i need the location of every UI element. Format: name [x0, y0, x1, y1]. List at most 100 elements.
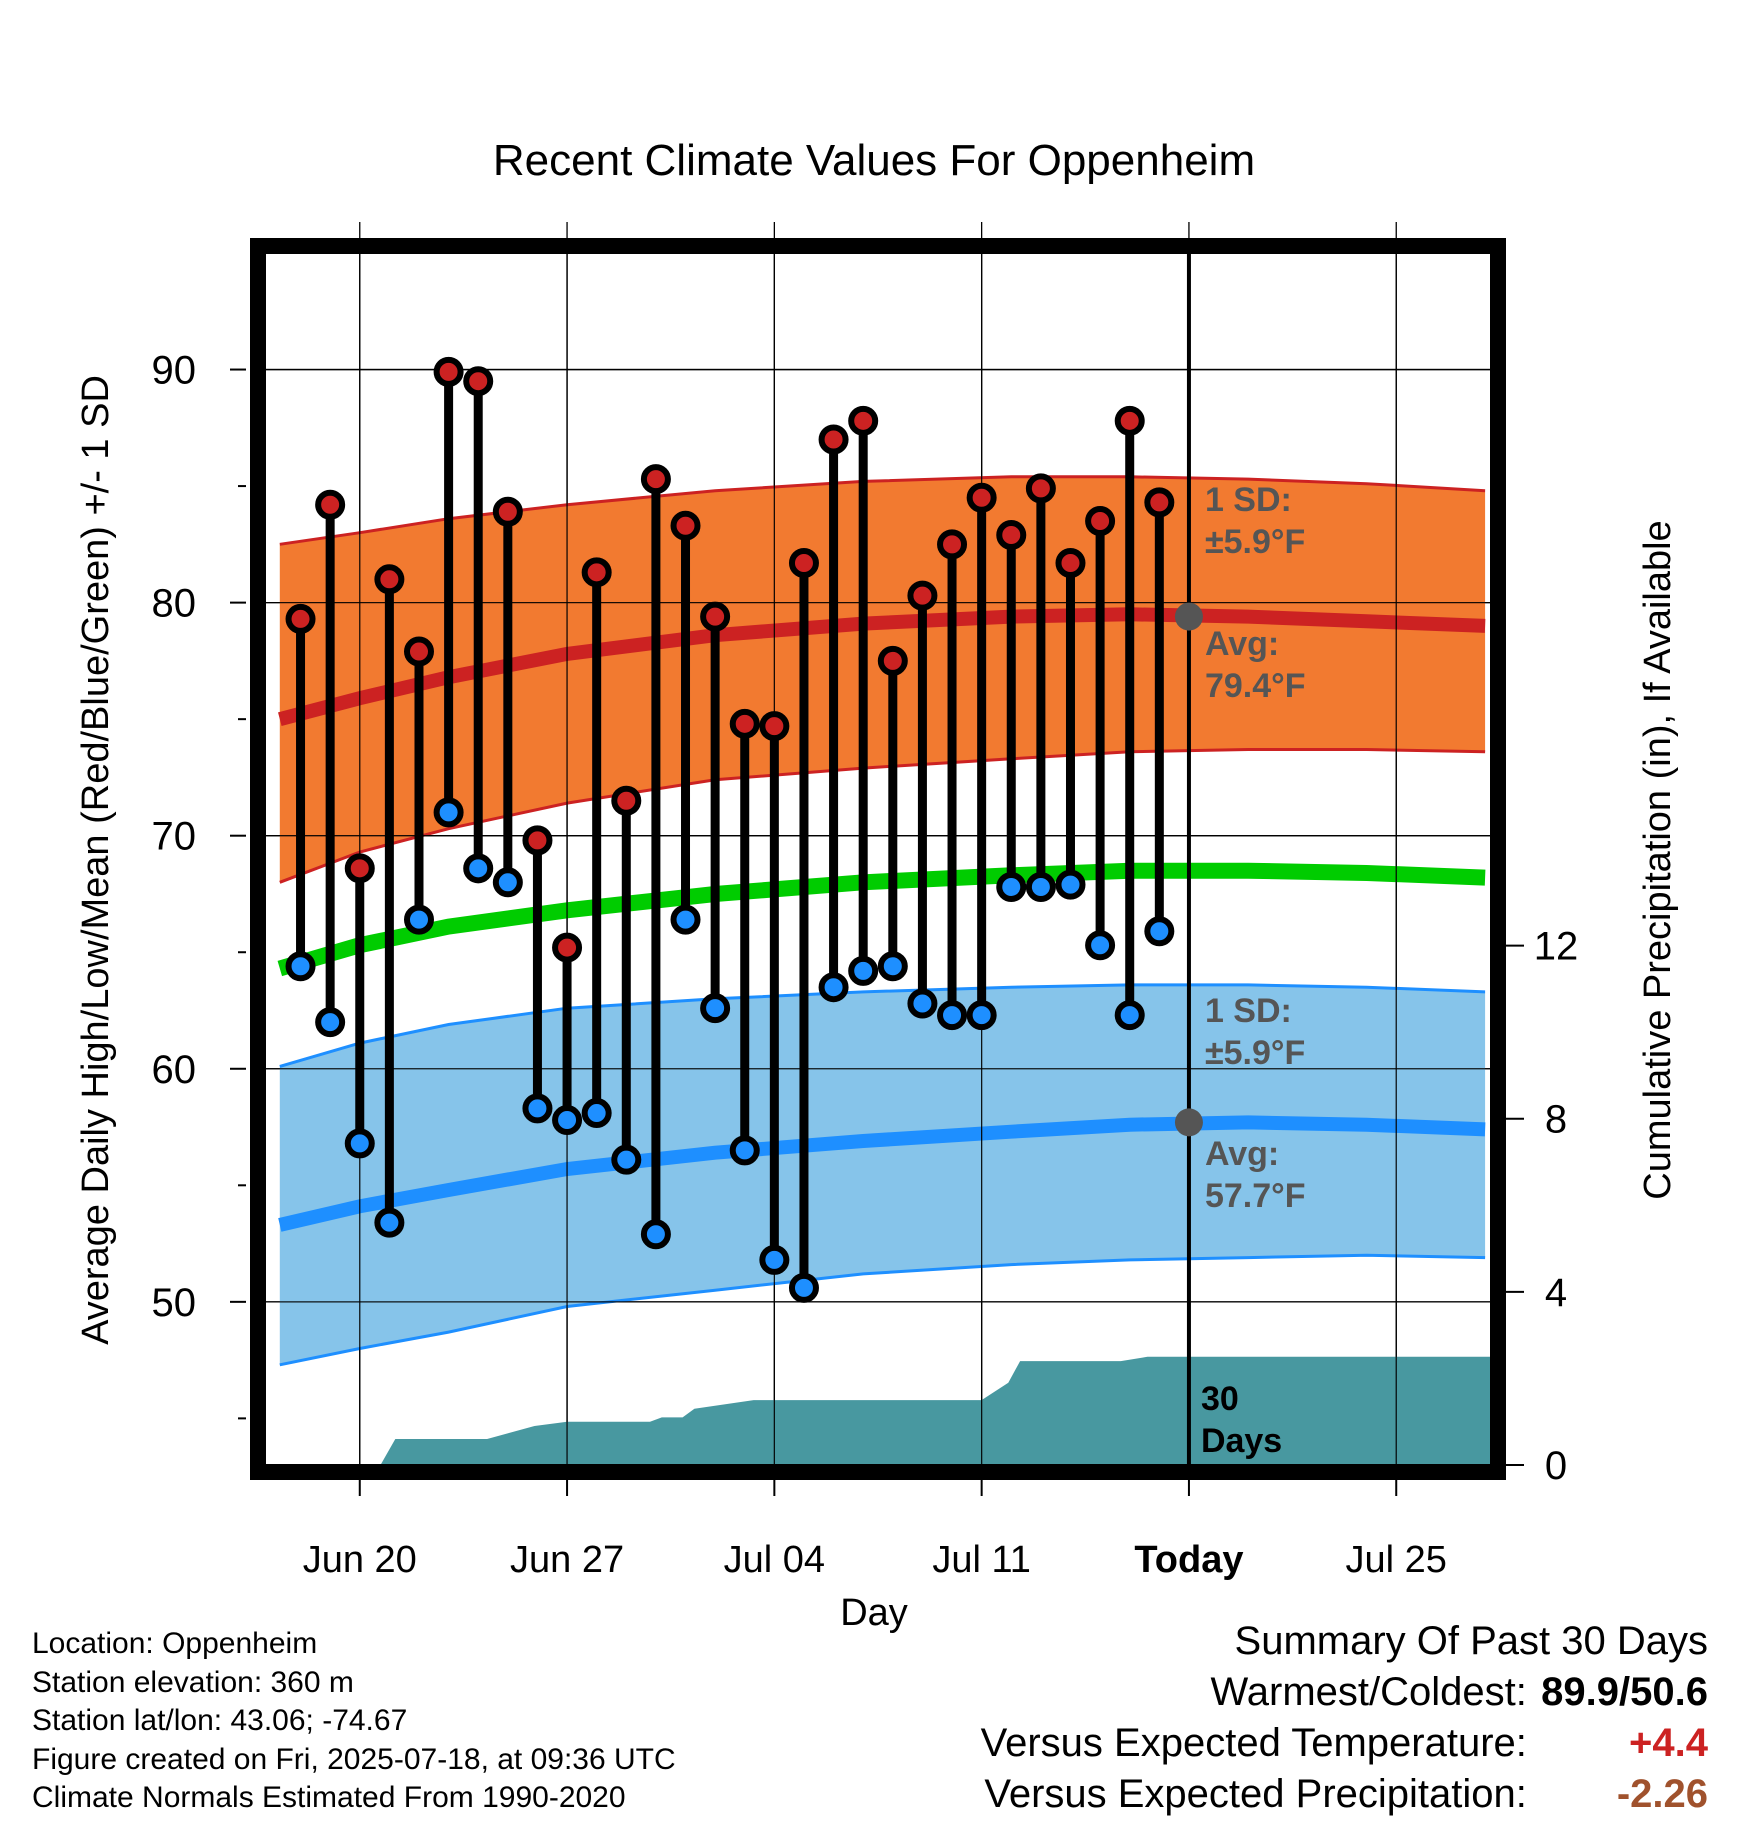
daily-high-point [759, 711, 790, 742]
created-text: Figure created on Fri, 2025-07-18, at 09… [32, 1742, 676, 1776]
daily-high-point [996, 520, 1027, 551]
daily-low-point [1144, 916, 1175, 947]
daily-low-point [374, 1207, 405, 1238]
daily-low-point [463, 853, 494, 884]
temp-row: Versus Expected Temperature: +4.4 [981, 1718, 1708, 1769]
y-tick-label: 90 [152, 349, 197, 393]
low-avg-label: Avg: [1205, 1135, 1279, 1173]
elevation-text: Station elevation: 360 m [32, 1665, 354, 1699]
daily-low-point [611, 1144, 642, 1175]
y-axis-label: Average Daily High/Low/Mean (Red/Blue/Gr… [75, 375, 117, 1345]
normal-low-line [278, 1115, 1486, 1232]
daily-low-point [848, 955, 879, 986]
daily-high-point [611, 785, 642, 816]
daily-high-point [1144, 487, 1175, 518]
warm-cold-value: 89.9/50.6 [1541, 1670, 1708, 1714]
summary-title: Summary Of Past 30 Days [1234, 1619, 1708, 1663]
y-tick-label: 80 [152, 582, 197, 626]
daily-high-point [581, 557, 612, 588]
daily-low-point [729, 1135, 760, 1166]
normals-text: Climate Normals Estimated From 1990-2020 [32, 1781, 626, 1814]
x-tick-label: Jun 20 [303, 1539, 417, 1581]
daily-low-point [1025, 871, 1056, 902]
high-sd-band [279, 476, 1486, 883]
daily-low-point [1085, 930, 1116, 961]
y-right-tick-label: 4 [1545, 1271, 1567, 1315]
normal-mean-line [277, 862, 1486, 977]
location-text: Location: Oppenheim [32, 1627, 318, 1660]
daily-high-point [1055, 547, 1086, 578]
daily-low-point [522, 1093, 553, 1124]
daily-low-point [818, 972, 849, 1003]
daily-low-point [492, 867, 523, 898]
low-sd-label: 1 SD: [1205, 992, 1292, 1030]
daily-high-point [729, 708, 760, 739]
x-tick-label: Jun 27 [510, 1539, 624, 1581]
y-right-tick-label: 8 [1545, 1098, 1567, 1142]
daily-low-point [907, 988, 938, 1019]
x-tick-label: Jul 25 [1346, 1539, 1447, 1581]
daily-high-point [640, 464, 671, 495]
daily-low-point [700, 993, 731, 1024]
daily-high-point [1025, 473, 1056, 504]
daily-low-point [670, 904, 701, 935]
daily-low-point [877, 951, 908, 982]
daily-high-point [433, 356, 464, 387]
daily-high-point [966, 482, 997, 513]
daily-low-point [966, 1000, 997, 1031]
y-right-tick-label: 0 [1545, 1444, 1567, 1488]
high-avg-value: 79.4°F [1205, 667, 1306, 705]
daily-high-point [344, 853, 375, 884]
warm-cold-row: Warmest/Coldest: 89.9/50.6 [981, 1667, 1709, 1718]
cumulative-precip-area [279, 1356, 1491, 1465]
daily-high-point [374, 564, 405, 595]
latlon-text: Station lat/lon: 43.06; -74.67 [32, 1704, 408, 1737]
precip-value: -2.26 [1616, 1772, 1708, 1816]
daily-low-point [1114, 1000, 1145, 1031]
high-avg-label: Avg: [1205, 625, 1279, 663]
daily-high-point [788, 547, 819, 578]
low-band-lower-edge [279, 1253, 1486, 1367]
x-tick-label: Today [1134, 1539, 1243, 1581]
high-sd-label: 1 SD: [1205, 481, 1292, 519]
daily-low-point [315, 1007, 346, 1038]
station-info: Location: Oppenheim Station elevation: 3… [32, 1625, 676, 1818]
daily-high-point [552, 932, 583, 963]
warm-cold-label: Warmest/Coldest: [1210, 1670, 1527, 1714]
daily-low-point [433, 797, 464, 828]
daily-low-point [1055, 869, 1086, 900]
summary-panel: Summary Of Past 30 Days Warmest/Coldest:… [981, 1616, 1708, 1820]
today-high-avg-dot [1174, 602, 1203, 631]
daily-high-point [877, 645, 908, 676]
daily-high-point [937, 529, 968, 560]
low-avg-value: 57.7°F [1205, 1177, 1306, 1215]
daily-high-point [1085, 506, 1116, 537]
precip-days-label-word: Days [1201, 1422, 1282, 1460]
y-tick-label: 60 [152, 1048, 197, 1092]
daily-low-point [996, 871, 1027, 902]
high-sd-value: ±5.9°F [1205, 523, 1305, 561]
daily-high-point [403, 636, 434, 667]
daily-high-point [700, 601, 731, 632]
daily-high-point [285, 603, 316, 634]
daily-high-point [522, 825, 553, 856]
y-right-tick-label: 12 [1534, 925, 1579, 969]
x-tick-label: Jul 04 [724, 1539, 825, 1581]
precip-label: Versus Expected Precipitation: [984, 1772, 1527, 1816]
daily-low-point [581, 1098, 612, 1129]
daily-low-point [344, 1128, 375, 1159]
temp-value: +4.4 [1629, 1721, 1708, 1765]
daily-high-point [463, 366, 494, 397]
daily-low-point [552, 1105, 583, 1136]
chart-title: Recent Climate Values For Oppenheim [493, 136, 1255, 185]
daily-high-point [818, 424, 849, 455]
daily-low-point [640, 1219, 671, 1250]
daily-low-point [403, 904, 434, 935]
precip-days-label-number: 30 [1201, 1380, 1239, 1418]
y-tick-label: 50 [152, 1281, 197, 1325]
daily-high-point [315, 489, 346, 520]
daily-high-point [907, 580, 938, 611]
today-low-avg-dot [1174, 1108, 1203, 1137]
x-tick-label: Jul 11 [932, 1539, 1031, 1581]
